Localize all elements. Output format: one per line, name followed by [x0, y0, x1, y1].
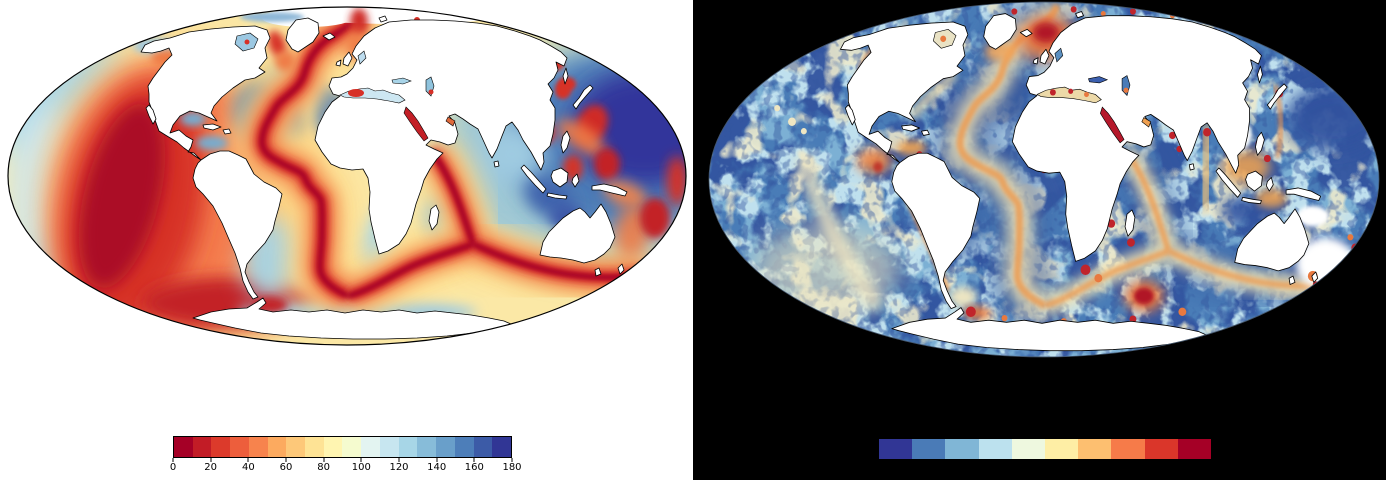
colorbar-segment: [192, 437, 212, 457]
colorbar-segment: [398, 437, 418, 457]
colorbar-segment: [361, 437, 380, 457]
colorbar-segment: [305, 437, 324, 457]
right-map-panel: [693, 0, 1386, 480]
colorbar-tick-label: 140: [427, 462, 447, 473]
right-colorbar-bar: [878, 438, 1212, 460]
colorbar-segment: [492, 437, 511, 457]
colorbar-tick-mark: [285, 458, 287, 462]
colorbar-segment: [174, 437, 193, 457]
left-map-outline: [7, 6, 687, 346]
colorbar-tick-label: 60: [279, 462, 293, 473]
colorbar-segment: [1144, 439, 1178, 459]
left-colorbar: 0 20 40 60 80 100 120 140 160 180: [170, 436, 522, 473]
colorbar-tick-label: 40: [241, 462, 255, 473]
left-map-panel: 0 20 40 60 80 100 120 140 160 180: [7, 6, 687, 473]
colorbar-tick-label: 120: [389, 462, 409, 473]
colorbar-tick-mark: [436, 458, 438, 462]
colorbar-segment: [1078, 439, 1112, 459]
colorbar-tick-mark: [210, 458, 212, 462]
colorbar-tick-label: 80: [317, 462, 331, 473]
right-map-outline: [708, 1, 1380, 358]
colorbar-segment: [267, 437, 287, 457]
colorbar-tick-label: 0: [169, 462, 177, 473]
colorbar-tick-label: 20: [204, 462, 218, 473]
colorbar-segment: [454, 437, 474, 457]
right-cream-dots: [774, 104, 807, 135]
colorbar-segment: [248, 437, 268, 457]
left-continents: [140, 15, 630, 340]
right-colorbar: [878, 438, 1212, 460]
colorbar-segment: [1177, 439, 1212, 459]
colorbar-tick-mark: [247, 458, 249, 462]
colorbar-tick-mark: [360, 458, 362, 462]
colorbar-segment: [1045, 439, 1079, 459]
colorbar-segment: [379, 437, 399, 457]
west-mediterranean-red-patch: [348, 89, 364, 97]
colorbar-tick-mark: [172, 458, 174, 462]
left-colorbar-bar: [173, 436, 512, 458]
right-continents: [840, 11, 1324, 352]
colorbar-segment: [912, 439, 946, 459]
colorbar-tick-mark: [473, 458, 475, 462]
colorbar-segment: [1011, 439, 1046, 459]
colorbar-segment: [436, 437, 455, 457]
colorbar-tick-label: 180: [502, 462, 522, 473]
colorbar-segment: [1111, 439, 1145, 459]
left-map-mollweide: [7, 6, 687, 346]
right-map-mollweide: [708, 1, 1380, 358]
colorbar-segment: [978, 439, 1012, 459]
colorbar-segment: [230, 437, 249, 457]
colorbar-segment: [286, 437, 306, 457]
colorbar-tick-mark: [511, 458, 513, 462]
colorbar-segment: [945, 439, 979, 459]
colorbar-segment: [342, 437, 362, 457]
colorbar-segment: [417, 437, 437, 457]
colorbar-segment: [323, 437, 343, 457]
colorbar-tick-mark: [398, 458, 400, 462]
colorbar-segment: [211, 437, 231, 457]
colorbar-tick-label: 160: [464, 462, 484, 473]
colorbar-segment: [879, 439, 913, 459]
colorbar-segment: [473, 437, 493, 457]
colorbar-tick-label: 100: [351, 462, 371, 473]
colorbar-tick-mark: [323, 458, 325, 462]
